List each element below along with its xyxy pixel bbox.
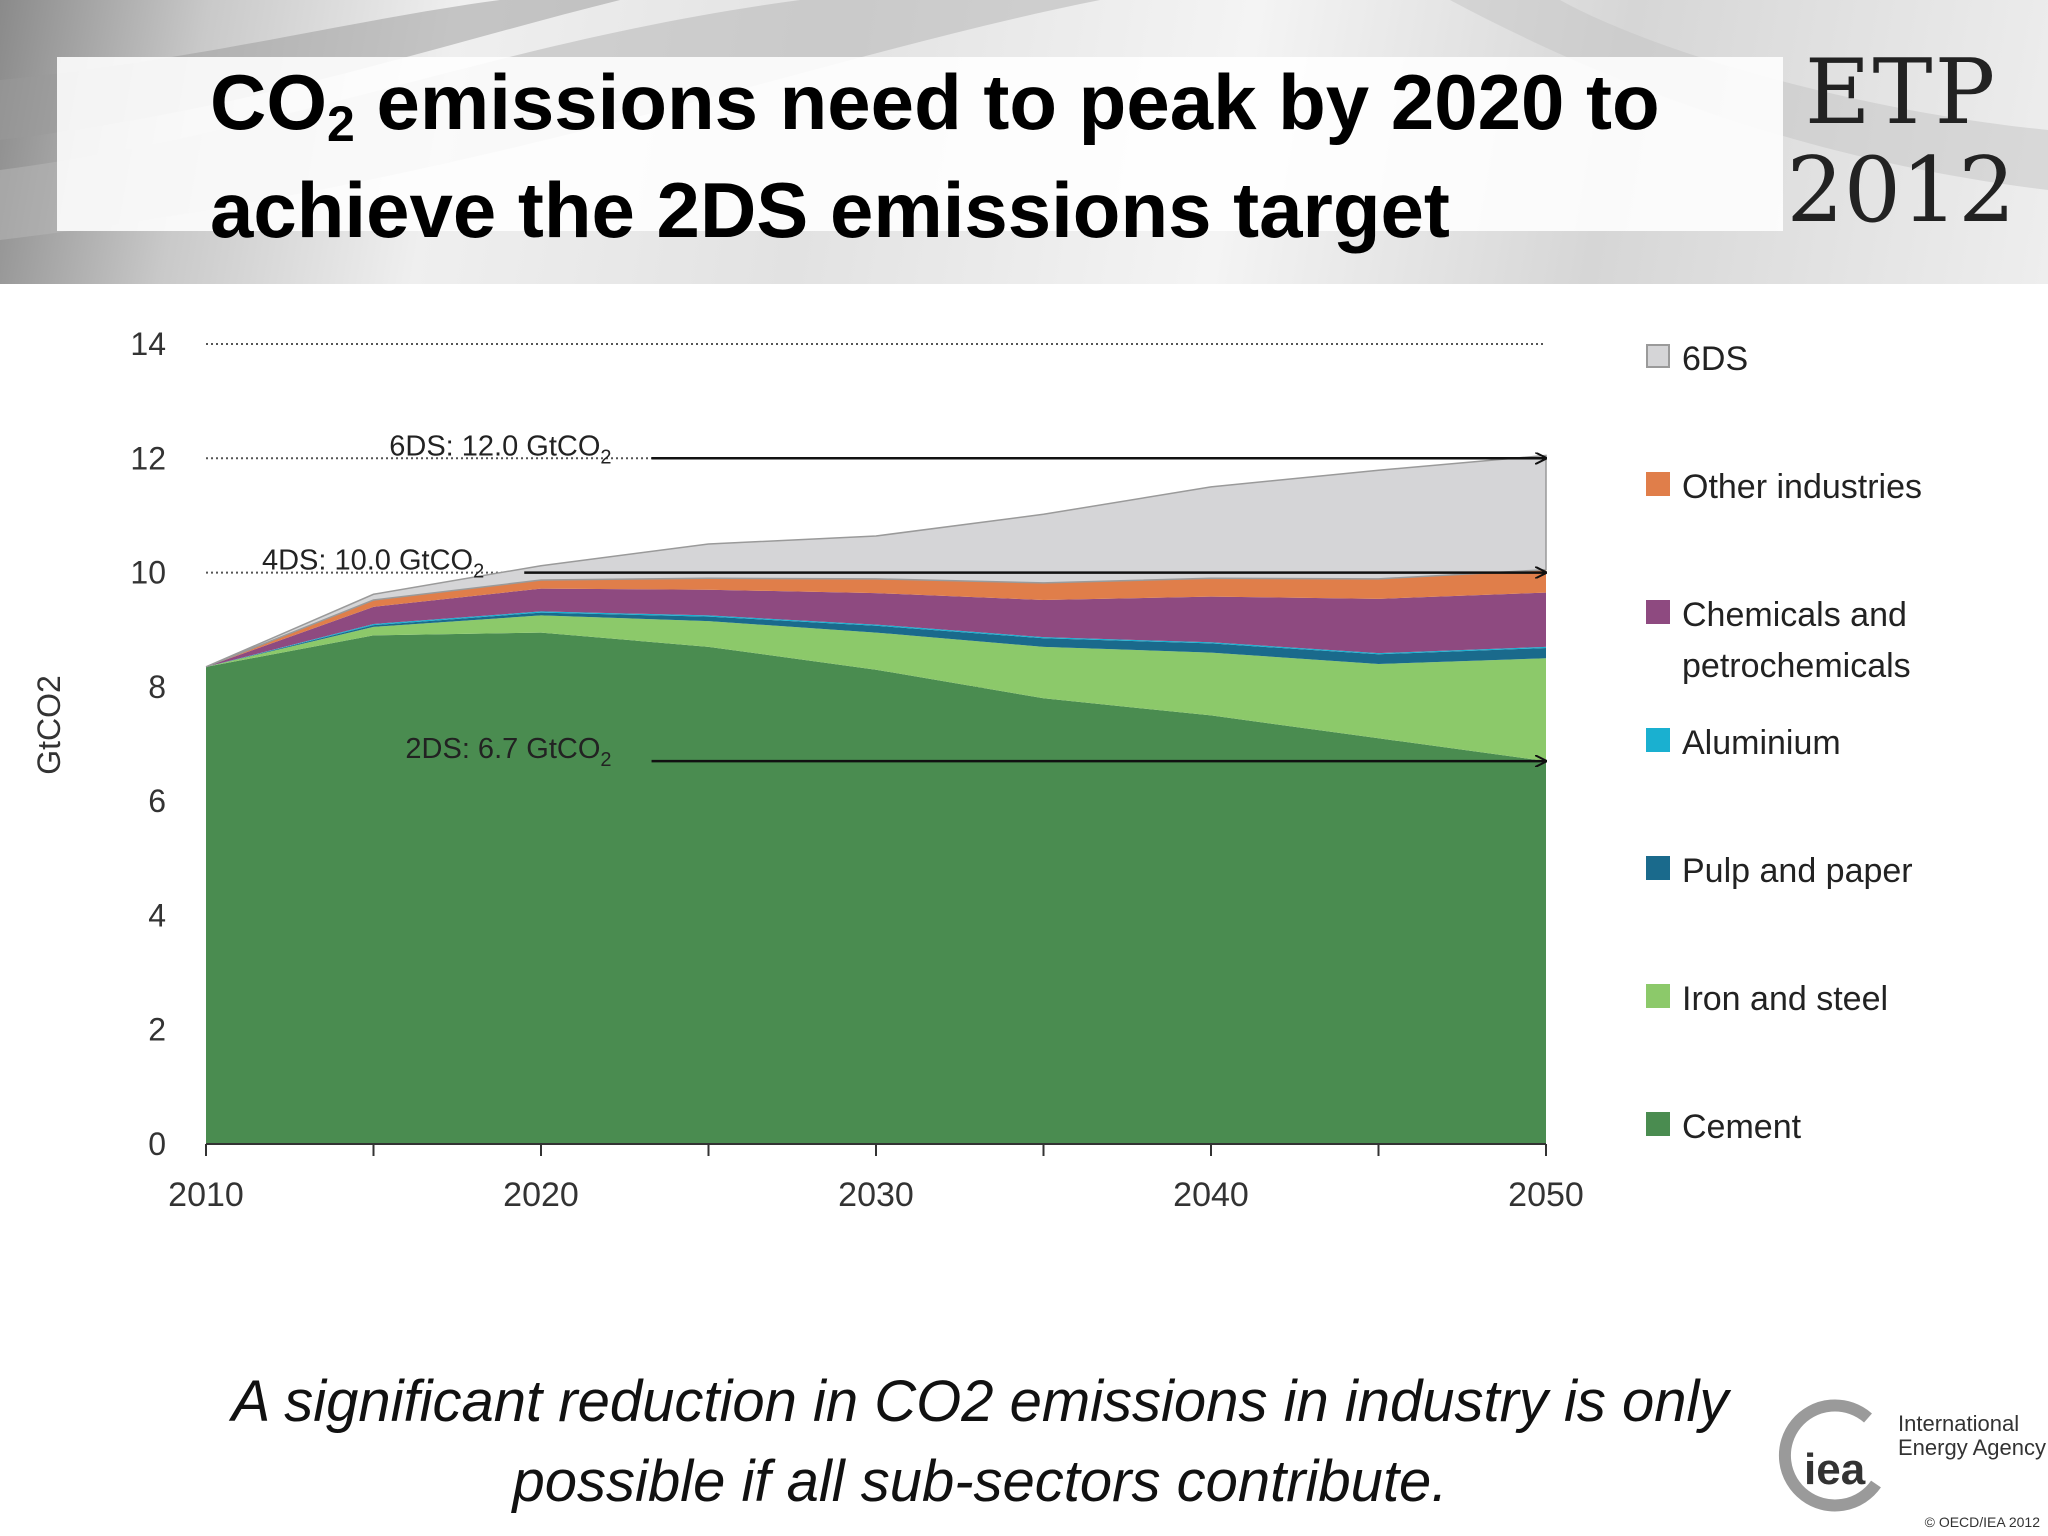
iea-logo: iea International Energy Agency	[1758, 1396, 2048, 1516]
title-backdrop	[57, 57, 1783, 231]
y-tick-label-12: 12	[130, 440, 166, 476]
y-tick-label-6: 6	[148, 783, 166, 819]
title-subscript-2: 2	[327, 96, 355, 152]
annotation-1-label-text: 4DS: 10.0 GtCO	[262, 545, 473, 577]
y-axis-label: GtCO2	[31, 675, 67, 775]
x-tick-label-2030: 2030	[838, 1176, 914, 1214]
annotation-2-label: 2DS: 6.7 GtCO2	[405, 733, 611, 771]
copyright-notice: © OECD/IEA 2012	[1924, 1514, 2040, 1530]
etp-logo: ETP 2012	[1786, 44, 2016, 240]
legend-swatch-iron-and-steel	[1646, 984, 1670, 1008]
legend-swatch-cement	[1646, 1112, 1670, 1136]
legend-item-other-industries: Other industries	[1646, 462, 2002, 513]
etp-logo-year: 2012	[1786, 138, 2016, 243]
axes: 0 2 4 6 8 10 12 14 2010 2020 2030 2040 2050	[130, 326, 1583, 1214]
area-series-6ds	[205, 454, 1547, 668]
header-banner: CO2 emissions need to peak by 2020 to ac…	[0, 0, 2048, 284]
y-tick-label-0: 0	[148, 1126, 166, 1162]
y-tick-label-8: 8	[148, 669, 166, 705]
annotation-1-label-subscript: 2	[473, 561, 484, 583]
legend-item-iron-and-steel: Iron and steel	[1646, 974, 2002, 1025]
x-tick-label-2050: 2050	[1508, 1176, 1584, 1214]
x-tick-label-2040: 2040	[1173, 1176, 1249, 1214]
x-tick-label-2020: 2020	[503, 1176, 579, 1214]
legend-item-chemicals-and-petrochemicals: Chemicals and petrochemicals	[1646, 590, 2002, 692]
iea-logo-mark: iea	[1779, 1399, 1881, 1512]
legend-label-pulp-and-paper: Pulp and paper	[1682, 852, 1913, 890]
y-tick-label-14: 14	[130, 326, 166, 362]
legend-item-cement: Cement	[1646, 1102, 2002, 1153]
annotation-0-label-text: 6DS: 12.0 GtCO	[389, 430, 600, 462]
legend-label-aluminium: Aluminium	[1682, 724, 1841, 762]
y-tick-label-2: 2	[148, 1012, 166, 1048]
area-series-other-industries	[206, 569, 1546, 667]
annotation-0-label-subscript: 2	[600, 446, 611, 468]
area-series-chemicals-and-petrochemicals	[206, 588, 1546, 667]
legend-item-aluminium: Aluminium	[1646, 718, 2002, 769]
legend-swatch-other-industries	[1646, 472, 1670, 496]
annotation-0-label: 6DS: 12.0 GtCO2	[389, 430, 611, 468]
legend-swatch-chemicals-and-petrochemicals	[1646, 600, 1670, 624]
iea-mark-text: iea	[1804, 1445, 1866, 1494]
title-co: CO	[210, 58, 327, 146]
slide-caption: A significant reduction in CO2 emissions…	[231, 1369, 1729, 1514]
y-tick-label-4: 4	[148, 897, 166, 933]
legend-label-other-industries: Other industries	[1682, 468, 1922, 506]
legend-item-pulp-and-paper: Pulp and paper	[1646, 846, 2002, 897]
x-tick-label-2010: 2010	[168, 1176, 244, 1214]
annotation-1-label: 4DS: 10.0 GtCO2	[262, 545, 484, 583]
annotation-2-label-subscript: 2	[600, 749, 611, 771]
area-series-pulp-and-paper	[206, 612, 1546, 667]
y-tick-label-10: 10	[130, 555, 166, 591]
annotation-2-label-text: 2DS: 6.7 GtCO	[405, 733, 600, 765]
emissions-chart: 0 2 4 6 8 10 12 14 2010 2020 2030 2040 2050 6DS: 12.…	[31, 326, 1584, 1214]
iea-organization-name: International Energy Agency	[1898, 1411, 2046, 1460]
legend-label-iron-and-steel: Iron and steel	[1682, 980, 1889, 1018]
legend-label-chemicals-and-petrochemicals: Chemicals and petrochemicals	[1682, 596, 1911, 685]
legend-swatch-6ds	[1646, 344, 1670, 368]
title-rest: emissions need to peak by 2020 to achiev…	[210, 58, 1660, 254]
legend-label-cement: Cement	[1682, 1108, 1802, 1146]
area-series-iron-and-steel	[206, 615, 1546, 762]
legend-swatch-pulp-and-paper	[1646, 856, 1670, 880]
legend-item-6ds: 6DS	[1646, 334, 2002, 385]
legend-label-6ds: 6DS	[1682, 340, 1749, 378]
etp-logo-text: ETP	[1804, 40, 1998, 145]
slide-title: CO2 emissions need to peak by 2020 to ac…	[210, 48, 1740, 264]
legend-swatch-aluminium	[1646, 728, 1670, 752]
